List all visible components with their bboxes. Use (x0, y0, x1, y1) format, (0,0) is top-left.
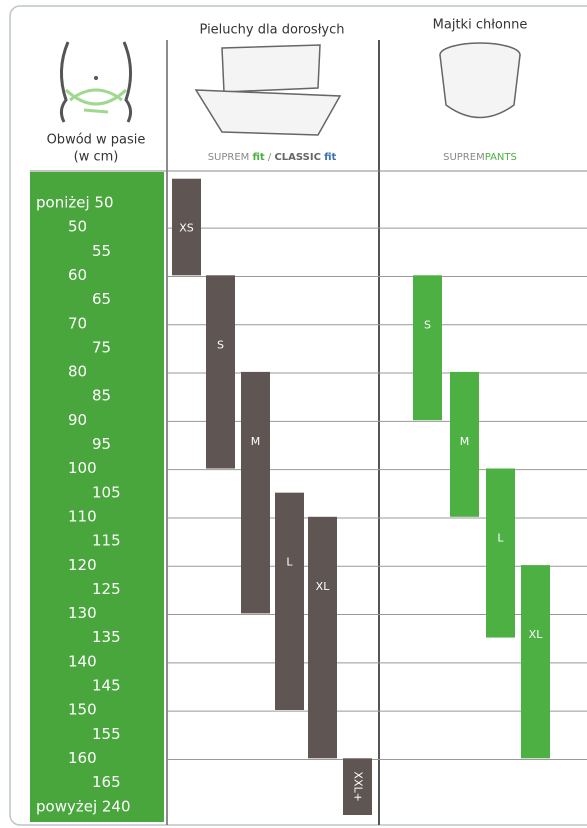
size-bar (486, 469, 515, 638)
size-label: M (460, 435, 470, 448)
brand: SUPREMPANTS (443, 152, 517, 163)
page: Obwód w pasie (w cm) Pieluchy dla dorosł… (0, 0, 587, 828)
waist-label: 75 (92, 338, 111, 356)
waist-label: 165 (92, 773, 121, 791)
product-title: Pieluchy dla dorosłych (200, 23, 345, 38)
size-label: XXL+ (352, 771, 365, 801)
brand-part: SUPREM (443, 152, 485, 163)
brand-part: CLASSIC (274, 152, 320, 163)
product-title: Majtki chłonne (433, 18, 528, 33)
waist-label: 125 (92, 580, 121, 598)
size-label: M (251, 435, 261, 448)
size-label: L (497, 532, 504, 545)
waist-label: 140 (68, 652, 97, 670)
size-label: XL (529, 628, 544, 641)
waist-label: poniżej 50 (36, 194, 114, 212)
waist-label: 55 (92, 242, 111, 260)
waist-label: 60 (68, 266, 87, 284)
waist-label: 105 (92, 483, 121, 501)
size-label: XL (316, 580, 331, 593)
waist-label: 95 (92, 435, 111, 453)
size-bar (521, 565, 550, 758)
waist-label: 120 (68, 556, 97, 574)
brand: SUPREM fit / CLASSIC fit (208, 152, 337, 163)
waist-label: 130 (68, 604, 97, 622)
brand-part: fit (324, 152, 336, 163)
waist-label: 80 (68, 363, 87, 381)
size-chart: Obwód w pasie (w cm) Pieluchy dla dorosł… (0, 0, 587, 828)
waist-label: 90 (68, 411, 87, 429)
waist-label: 135 (92, 628, 121, 646)
size-label: S (217, 338, 224, 351)
waist-label: 150 (68, 701, 97, 719)
brand-part: fit (252, 152, 264, 163)
waist-label: 65 (92, 290, 111, 308)
brand-part: / (268, 152, 272, 163)
brand-part: PANTS (485, 152, 517, 163)
size-bar (241, 372, 270, 614)
size-bar (275, 493, 304, 710)
waist-label: 85 (92, 387, 111, 405)
waist-label: 115 (92, 532, 121, 550)
waist-label: 155 (92, 725, 121, 743)
waist-label: 110 (68, 507, 97, 525)
size-bar (308, 517, 337, 759)
waist-label: 160 (68, 749, 97, 767)
waist-label: 70 (68, 314, 87, 332)
size-label: L (286, 556, 293, 569)
waist-label: powyżej 240 (36, 797, 131, 815)
waist-label: 145 (92, 677, 121, 695)
brand-part: SUPREM (208, 152, 250, 163)
size-label: S (424, 318, 431, 331)
waist-label: 50 (68, 218, 87, 236)
waist-unit: (w cm) (74, 150, 119, 165)
pants-icon (440, 43, 520, 118)
size-label: XS (179, 222, 194, 235)
size-bar (206, 275, 235, 468)
size-bar (413, 275, 442, 420)
waist-label: 100 (68, 459, 97, 477)
waist-title: Obwód w pasie (47, 133, 146, 148)
